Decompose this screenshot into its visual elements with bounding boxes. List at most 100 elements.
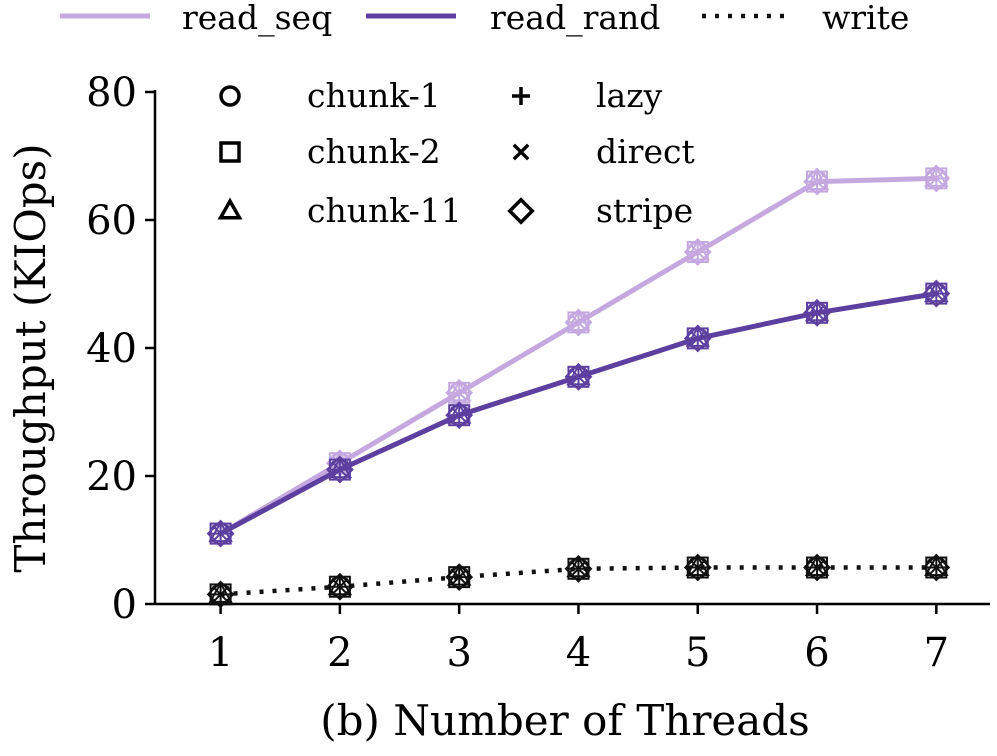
data-point <box>922 279 951 308</box>
legend-marker-label: stripe <box>596 191 693 230</box>
legend-marker-item: direct <box>512 132 695 171</box>
x-icon <box>808 304 826 322</box>
diamond-icon <box>445 401 474 430</box>
data-point <box>922 164 951 193</box>
legend-line-label: read_seq <box>182 0 332 38</box>
y-tick-label: 80 <box>86 70 137 116</box>
diamond-icon <box>922 553 951 582</box>
diamond-icon <box>803 298 831 327</box>
data-point <box>445 563 474 592</box>
data-point <box>206 519 235 548</box>
diamond-icon <box>206 519 235 548</box>
data-point <box>325 455 354 484</box>
legend-marker-label: direct <box>596 132 695 171</box>
legend-marker-label: lazy <box>596 76 663 115</box>
data-point <box>445 401 474 430</box>
x-icon <box>450 568 468 586</box>
plus-icon <box>512 87 530 105</box>
y-axis-title: Throughput (KIOps) <box>6 143 55 572</box>
data-point <box>683 324 712 353</box>
series-write <box>206 553 951 609</box>
x-tick-label: 3 <box>446 630 471 676</box>
series-read_rand <box>206 279 951 548</box>
diamond-icon <box>507 197 535 225</box>
data-point <box>922 553 951 582</box>
x-icon <box>927 169 946 188</box>
x-icon <box>569 560 588 578</box>
diamond-icon <box>325 455 354 484</box>
data-point <box>564 362 593 391</box>
legend-marker-item: lazy <box>512 76 663 115</box>
data-point <box>803 167 831 196</box>
series-layer <box>206 164 951 609</box>
legend-marker-label: chunk-2 <box>307 132 441 171</box>
legend-marker-item: chunk-11 <box>217 191 462 230</box>
x-tick-label: 4 <box>566 630 591 676</box>
x-axis-title: (b) Number of Threads <box>320 696 809 745</box>
x-icon <box>450 384 468 402</box>
legend-marker-item: chunk-2 <box>219 132 441 171</box>
legend-markers: chunk-1 chunk-2 chunk-11 lazy direct stripe <box>217 76 695 230</box>
diamond-icon <box>922 279 951 308</box>
x-icon <box>927 284 946 303</box>
triangle-icon <box>217 197 243 220</box>
legend-line-label: read_rand <box>490 0 660 38</box>
x-icon <box>211 585 230 604</box>
diamond-icon <box>206 580 235 609</box>
x-tick-label: 7 <box>924 630 949 676</box>
data-point <box>803 298 831 327</box>
x-icon <box>689 243 707 261</box>
x-icon <box>331 460 349 479</box>
data-point <box>445 378 474 407</box>
axes: 0 20 40 60 80 1 2 3 4 5 6 7 <box>86 70 990 676</box>
diamond-icon <box>564 308 593 337</box>
data-point <box>803 553 831 582</box>
diamond-icon <box>445 563 474 592</box>
data-point <box>683 238 712 266</box>
square-icon <box>219 141 241 163</box>
x-icon <box>689 329 707 348</box>
x-tick-label: 5 <box>685 630 710 676</box>
data-point <box>564 308 593 337</box>
legend-marker-label: chunk-1 <box>307 76 441 115</box>
series-line <box>219 175 937 536</box>
x-icon <box>808 172 826 191</box>
y-tick-label: 60 <box>86 198 137 244</box>
y-tick-label: 40 <box>86 326 137 372</box>
data-point <box>564 554 593 583</box>
legend-marker-label: chunk-11 <box>307 191 462 230</box>
diamond-icon <box>564 554 593 583</box>
diamond-icon <box>325 572 354 601</box>
x-icon <box>512 143 530 161</box>
legend-marker-item: stripe <box>507 191 693 230</box>
x-tick-label: 6 <box>804 630 829 676</box>
x-icon <box>450 406 468 424</box>
y-tick-label: 20 <box>86 454 137 500</box>
x-icon <box>211 524 230 543</box>
data-point <box>325 572 354 601</box>
x-icon <box>927 558 946 577</box>
x-tick-label: 1 <box>208 630 233 676</box>
diamond-icon <box>683 238 712 266</box>
x-icon <box>569 368 588 386</box>
data-point <box>683 553 712 582</box>
circle-icon <box>219 85 241 107</box>
x-tick-label: 2 <box>327 630 352 676</box>
diamond-icon <box>803 553 831 582</box>
x-icon <box>808 558 826 577</box>
x-icon <box>689 558 707 577</box>
legend-lines: read_seq read_rand write <box>60 0 909 38</box>
x-icon <box>569 313 588 332</box>
diamond-icon <box>683 553 712 582</box>
data-point <box>206 580 235 609</box>
diamond-icon <box>564 362 593 391</box>
x-icon <box>331 578 349 596</box>
legend-marker-item: chunk-1 <box>219 76 441 115</box>
y-tick-label: 0 <box>112 582 137 628</box>
diamond-icon <box>803 167 831 196</box>
legend-line-label: write <box>822 0 909 37</box>
diamond-icon <box>683 324 712 353</box>
diamond-icon <box>922 164 951 193</box>
